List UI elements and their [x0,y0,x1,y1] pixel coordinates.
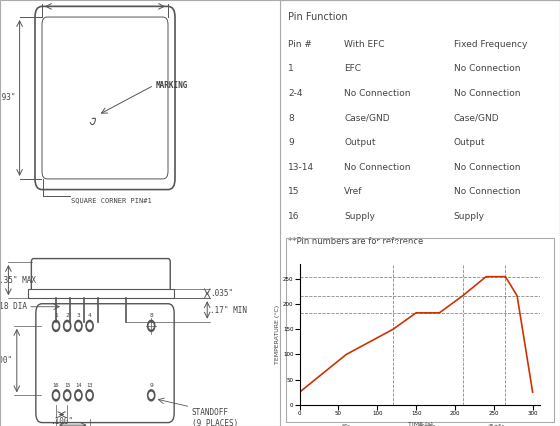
Circle shape [149,323,153,329]
Text: 3: 3 [77,313,80,318]
Text: 4: 4 [88,313,91,318]
Text: Pin Function: Pin Function [288,12,348,22]
Circle shape [76,323,80,329]
Circle shape [149,392,153,398]
Text: 9: 9 [288,138,294,147]
Circle shape [64,320,71,331]
FancyBboxPatch shape [31,259,170,293]
Text: 16: 16 [53,383,59,388]
Text: 90±5s: 90±5s [419,424,436,426]
Text: Output: Output [344,138,376,147]
Circle shape [53,320,59,331]
FancyBboxPatch shape [36,304,174,423]
FancyBboxPatch shape [35,6,175,190]
Text: 15: 15 [64,383,71,388]
Bar [28,289,174,298]
Text: Case/GND: Case/GND [454,114,499,123]
Circle shape [76,392,80,398]
Text: No Connection: No Connection [454,163,520,172]
Circle shape [148,390,155,401]
Circle shape [87,323,92,329]
Text: 60s: 60s [342,424,351,426]
Text: No Connection: No Connection [454,64,520,73]
Text: 1: 1 [54,313,58,318]
Text: .035": .035" [210,289,233,298]
Text: No Connection: No Connection [344,89,411,98]
Text: No Connection: No Connection [454,89,520,98]
Text: .018 DIA: .018 DIA [0,302,26,311]
Circle shape [86,390,93,401]
Circle shape [86,320,93,331]
Text: Vref: Vref [344,187,363,196]
Text: **Pin numbers are for reference: **Pin numbers are for reference [288,236,424,246]
Text: Case/GND: Case/GND [344,114,390,123]
Text: 1: 1 [288,64,294,73]
Text: MARKING: MARKING [156,81,188,90]
Circle shape [65,392,69,398]
Text: .17" MIN: .17" MIN [210,305,247,315]
Circle shape [53,390,59,401]
Text: 15: 15 [288,187,300,196]
Text: 2-4: 2-4 [288,89,303,98]
Text: 8: 8 [288,114,294,123]
Text: 9: 9 [150,383,153,388]
Text: No Connection: No Connection [344,163,411,172]
Circle shape [65,323,69,329]
Text: 45±5s: 45±5s [487,424,505,426]
Text: No Connection: No Connection [454,187,520,196]
Text: With EFC: With EFC [344,40,385,49]
Text: .100": .100" [50,417,73,426]
Text: STANDOFF
(9 PLACES): STANDOFF (9 PLACES) [192,408,238,426]
Circle shape [148,320,155,331]
Circle shape [54,392,58,398]
FancyBboxPatch shape [42,17,168,179]
Text: Supply: Supply [344,212,375,221]
Text: EFC: EFC [344,64,361,73]
Text: 2: 2 [66,313,69,318]
Text: 13-14: 13-14 [288,163,315,172]
Text: Reflow Profile: Reflow Profile [376,241,464,251]
Text: 14: 14 [75,383,82,388]
Circle shape [74,320,82,331]
Text: SQUARE CORNER PIN#1: SQUARE CORNER PIN#1 [71,197,152,203]
Text: .35" MAX: .35" MAX [0,276,36,285]
Circle shape [87,392,92,398]
Text: 8: 8 [150,313,153,318]
Circle shape [64,390,71,401]
X-axis label: TIME (s): TIME (s) [408,421,432,426]
Text: .93": .93" [0,93,16,103]
Text: Fixed Frequency: Fixed Frequency [454,40,527,49]
Text: 16: 16 [288,212,300,221]
Text: 1.03": 1.03" [94,0,116,3]
Text: Pin #: Pin # [288,40,312,49]
Y-axis label: TEMPERATURE (°C): TEMPERATURE (°C) [275,305,280,364]
Text: Supply: Supply [454,212,484,221]
Circle shape [74,390,82,401]
Text: 13: 13 [86,383,93,388]
Circle shape [54,323,58,329]
Text: Output: Output [454,138,485,147]
Text: .600": .600" [0,356,12,365]
